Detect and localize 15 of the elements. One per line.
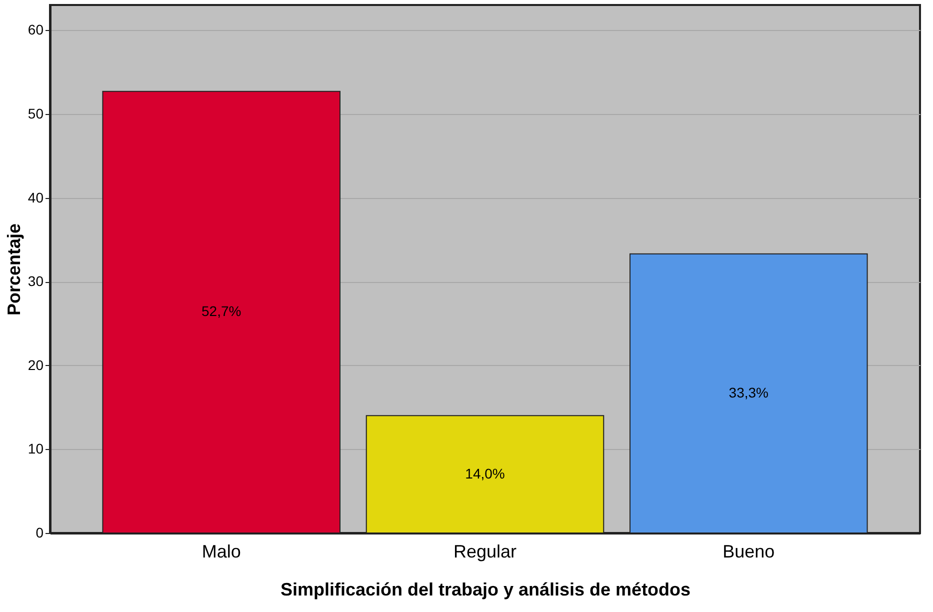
x-axis-title: Simplificación del trabajo y análisis de métodos	[280, 580, 691, 600]
y-axis-title: Porcentaje	[4, 223, 24, 316]
data-label: 33,3%	[728, 384, 768, 400]
x-tick-label: Bueno	[722, 542, 775, 562]
y-tick-label: 50	[28, 105, 44, 122]
x-tick-label: Malo	[202, 542, 241, 562]
y-tick-label: 40	[28, 189, 44, 206]
data-label: 52,7%	[202, 303, 242, 320]
x-tick-label: Regular	[453, 542, 517, 562]
y-tick-label: 20	[28, 356, 44, 373]
y-tick-label: 60	[28, 22, 44, 38]
y-tick-label: 10	[28, 440, 44, 457]
y-tick-label: 30	[28, 273, 44, 290]
y-tick-label: 0	[36, 524, 44, 540]
data-label: 14,0%	[465, 465, 505, 482]
